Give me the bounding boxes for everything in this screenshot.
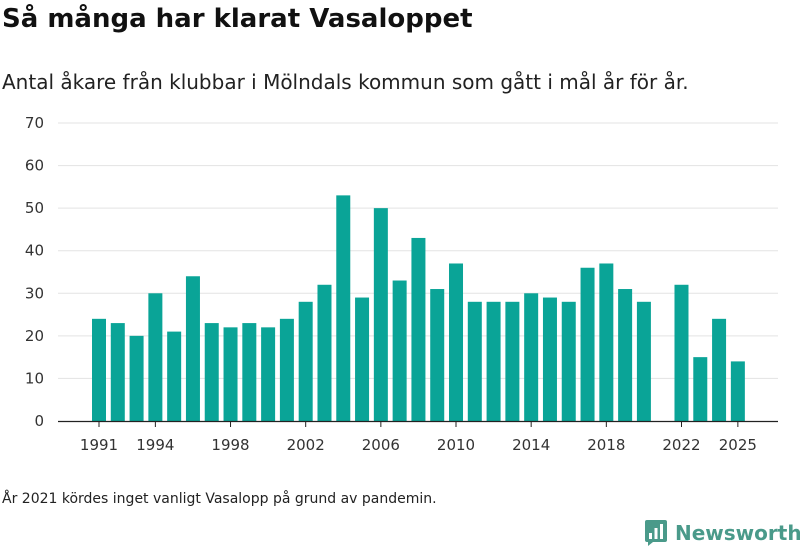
- brand-name: Newsworthy: [675, 521, 800, 545]
- y-tick-label: 30: [25, 284, 44, 302]
- bar-1992: [110, 323, 125, 421]
- bar-2003: [317, 284, 332, 421]
- bar-2014: [524, 293, 539, 421]
- bar-2011: [467, 301, 482, 421]
- bar-2002: [298, 301, 313, 421]
- x-tick-label: 2006: [362, 436, 400, 454]
- bar-2013: [505, 301, 520, 421]
- y-axis-ticks: 0 10 20 30 40 50 60 70: [25, 114, 44, 430]
- y-tick-label: 60: [25, 157, 44, 175]
- chart-subtitle: Antal åkare från klubbar i Mölndals komm…: [2, 70, 689, 94]
- bar-1998: [223, 327, 238, 421]
- bar-2025: [730, 361, 745, 421]
- x-tick-label: 2025: [719, 436, 757, 454]
- bar-2000: [261, 327, 276, 421]
- bar-2005: [355, 297, 370, 421]
- y-tick-label: 70: [25, 114, 44, 132]
- x-axis-ticks: 1991 1994 1998 2002 2006 2010 2014 2018 2022 2025: [80, 421, 757, 454]
- bar-2022: [674, 284, 689, 421]
- newsworthy-logo-icon: [645, 520, 667, 546]
- bar-2009: [430, 289, 445, 421]
- bar-2001: [279, 318, 294, 421]
- bar-2023: [693, 357, 708, 421]
- bar-2015: [542, 297, 557, 421]
- bar-2008: [411, 237, 426, 421]
- y-tick-label: 0: [34, 412, 44, 430]
- bar-2020: [636, 301, 651, 421]
- bar-chart: 0 10 20 30 40 50 60 70 1991 1994 1998 2002 2006 2010…: [25, 114, 778, 454]
- bar-1996: [185, 276, 200, 421]
- y-tick-label: 10: [25, 369, 44, 387]
- x-tick-label: 1994: [136, 436, 174, 454]
- bar-2006: [373, 208, 388, 421]
- bar-2010: [449, 263, 464, 421]
- bar-1993: [129, 335, 144, 421]
- bar-1995: [167, 331, 182, 421]
- bar-2004: [336, 195, 351, 421]
- bar-2012: [486, 301, 501, 421]
- brand: Newsworthy: [644, 519, 800, 547]
- y-tick-label: 20: [25, 327, 44, 345]
- bar-1999: [242, 323, 257, 421]
- bar-2017: [580, 267, 595, 421]
- x-tick-label: 2022: [662, 436, 700, 454]
- x-tick-label: 2014: [512, 436, 550, 454]
- bar-2007: [392, 280, 407, 421]
- x-tick-label: 2018: [587, 436, 625, 454]
- y-tick-label: 50: [25, 199, 44, 217]
- bar-2016: [561, 301, 576, 421]
- x-tick-label: 2010: [437, 436, 475, 454]
- footnote: År 2021 kördes inget vanligt Vasalopp på…: [2, 491, 437, 507]
- bar-2024: [712, 318, 727, 421]
- bar-1997: [204, 323, 219, 421]
- bar-1991: [92, 318, 106, 421]
- bar-1994: [148, 293, 163, 421]
- x-tick-label: 1991: [80, 436, 118, 454]
- x-tick-label: 2002: [287, 436, 325, 454]
- bars: [92, 195, 745, 421]
- chart-title: Så många har klarat Vasaloppet: [2, 4, 473, 34]
- x-tick-label: 1998: [211, 436, 249, 454]
- bar-2019: [618, 289, 633, 421]
- bar-2018: [599, 263, 614, 421]
- y-tick-label: 40: [25, 242, 44, 260]
